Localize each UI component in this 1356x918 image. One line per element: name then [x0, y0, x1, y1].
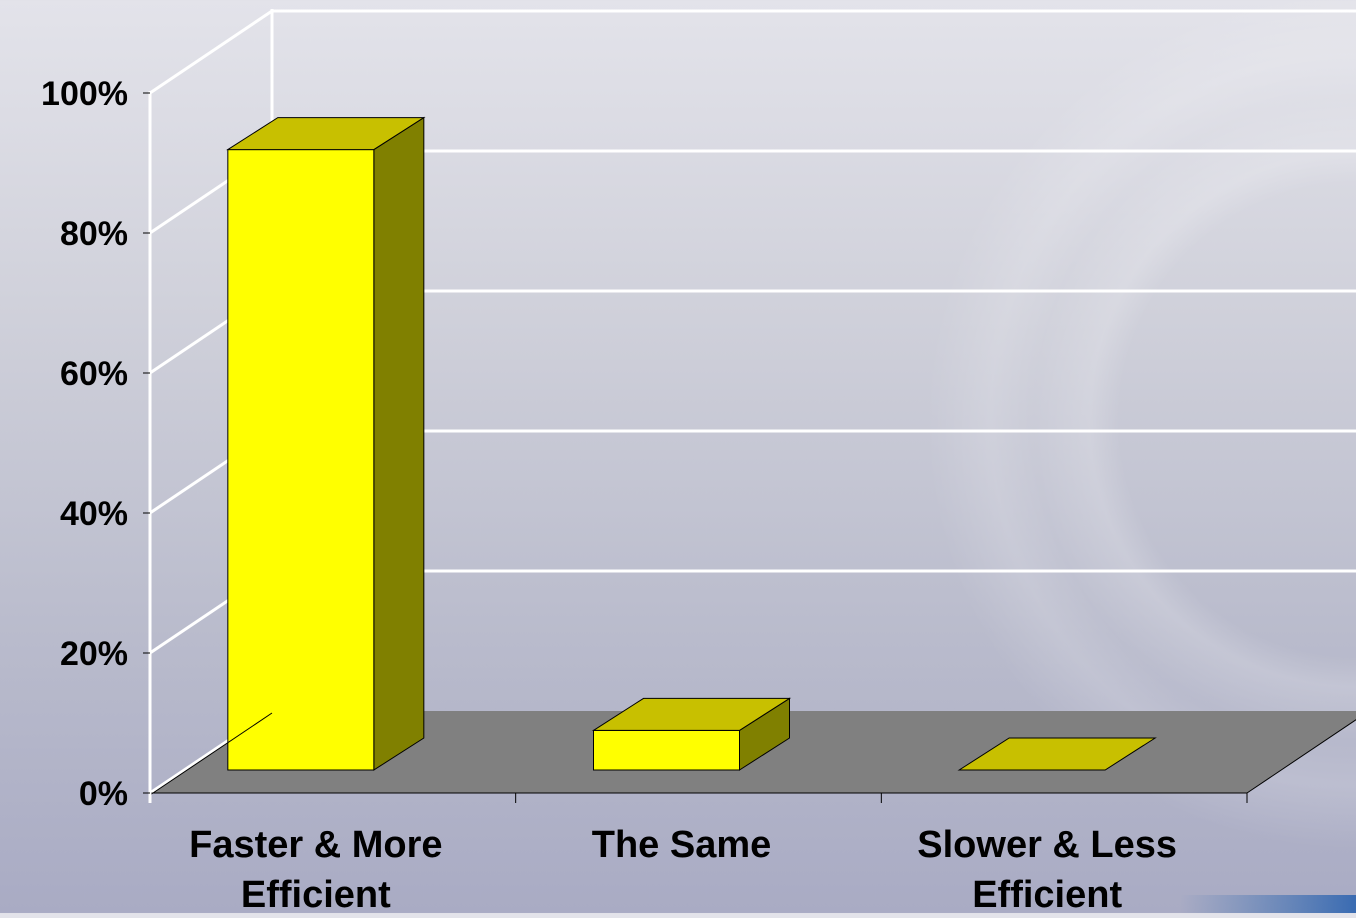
bar-side [373, 116, 425, 771]
y-tick-label: 60% [60, 355, 128, 393]
bar [226, 116, 426, 771]
bar-top [957, 737, 1157, 771]
x-tick-label: Faster & More [189, 824, 442, 866]
y-axis-base [149, 712, 273, 796]
y-tick-label: 40% [60, 495, 128, 533]
side-wall-gridline [149, 9, 273, 95]
y-tick-label: 80% [60, 215, 128, 253]
bar [591, 697, 792, 771]
y-tick-label: 20% [60, 635, 128, 673]
x-tick-label: Efficient [241, 874, 391, 913]
x-tick-label: The Same [592, 824, 772, 866]
x-tick-label: Efficient [972, 874, 1122, 913]
x-tick-label: Slower & Less [917, 824, 1177, 866]
bar-top [226, 117, 426, 151]
bar-top [591, 697, 792, 731]
bar [957, 737, 1157, 771]
y-tick-label: 0% [79, 775, 128, 813]
bar-front [593, 729, 740, 771]
bar-front [227, 149, 375, 771]
y-tick-label: 100% [41, 75, 128, 113]
floor-edge [1246, 719, 1356, 794]
